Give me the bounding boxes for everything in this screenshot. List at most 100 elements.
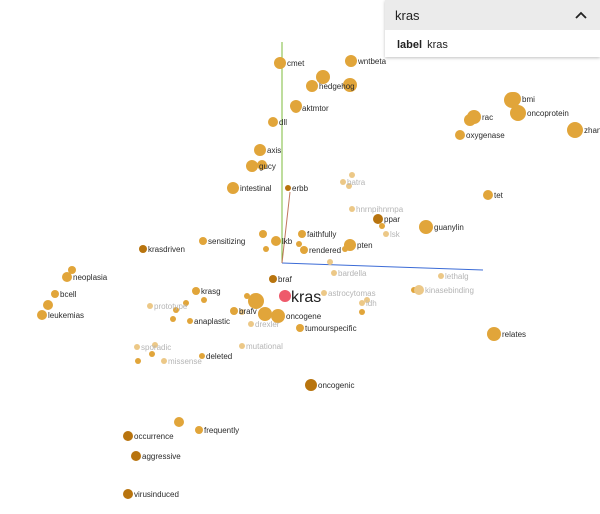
- point-aktmtor[interactable]: [291, 103, 301, 113]
- point-occurrence[interactable]: [123, 431, 133, 441]
- point: [257, 160, 267, 170]
- point: [263, 246, 269, 252]
- point-batra[interactable]: [340, 179, 346, 185]
- point-label-oncogenic: oncogenic: [318, 381, 354, 390]
- point-label-hedgehog: hedgehog: [319, 82, 355, 91]
- point: [248, 293, 264, 309]
- point-oncogene[interactable]: [271, 309, 285, 323]
- point-tet[interactable]: [483, 190, 493, 200]
- point-oxygenase[interactable]: [455, 130, 465, 140]
- point: [316, 70, 330, 84]
- point-label-anaplastic: anaplastic: [194, 317, 230, 326]
- point-prototype[interactable]: [147, 303, 153, 309]
- point-pten[interactable]: [344, 239, 356, 251]
- point: [259, 230, 267, 238]
- point-astrocytomas[interactable]: [321, 290, 327, 296]
- point: [174, 417, 184, 427]
- point-label-faithfully: faithfully: [307, 230, 336, 239]
- point-neoplasia[interactable]: [62, 272, 72, 282]
- point-aggressive[interactable]: [131, 451, 141, 461]
- point-label-idh: idh: [366, 299, 377, 308]
- points-unlabeled-faded[interactable]: [152, 172, 370, 348]
- point-dll[interactable]: [268, 117, 278, 127]
- point-drexler[interactable]: [248, 321, 254, 327]
- point-intestinal[interactable]: [227, 182, 239, 194]
- point-label-mutational: mutational: [246, 342, 283, 351]
- point-wntbeta[interactable]: [345, 55, 357, 67]
- point-bcell[interactable]: [51, 290, 59, 298]
- point-krasdriven[interactable]: [139, 245, 147, 253]
- point: [201, 297, 207, 303]
- point-lkb[interactable]: [271, 236, 281, 246]
- point: [183, 300, 189, 306]
- point-brafv[interactable]: [230, 307, 238, 315]
- point-label-drexler: drexler: [255, 320, 280, 329]
- point-zhang[interactable]: [567, 122, 583, 138]
- selected-point[interactable]: kras: [279, 289, 321, 306]
- point-rac[interactable]: [467, 110, 481, 124]
- point-label-deleted: deleted: [206, 352, 232, 361]
- point-oncoprotein[interactable]: [510, 105, 526, 121]
- point-label-bmi: bmi: [522, 95, 535, 104]
- panel-body: label kras: [385, 30, 600, 60]
- point-lethalg[interactable]: [438, 273, 444, 279]
- point-label-dll: dll: [279, 118, 287, 127]
- point-label-prototype: prototype: [154, 302, 188, 311]
- point-sporadic[interactable]: [134, 344, 140, 350]
- point-gucy[interactable]: [246, 160, 258, 172]
- point-guanylin[interactable]: [419, 220, 433, 234]
- point-label-wntbeta: wntbeta: [357, 57, 387, 66]
- point-tumourspecific[interactable]: [296, 324, 304, 332]
- point: [135, 358, 141, 364]
- point-label-bcell: bcell: [60, 290, 77, 299]
- point-label-krasg: krasg: [201, 287, 221, 296]
- point-label-virusinduced: virusinduced: [134, 490, 179, 499]
- point-rendered[interactable]: [300, 246, 308, 254]
- axes: [281, 42, 484, 271]
- point-label-braf: braf: [278, 275, 293, 284]
- point-virusinduced[interactable]: [123, 489, 133, 499]
- point-oncogenic[interactable]: [305, 379, 317, 391]
- point-frequently[interactable]: [195, 426, 203, 434]
- point-mutational[interactable]: [239, 343, 245, 349]
- point-label-axis: axis: [267, 146, 281, 155]
- point-erbb[interactable]: [285, 185, 291, 191]
- point-missense[interactable]: [161, 358, 167, 364]
- point-braf[interactable]: [269, 275, 277, 283]
- point-cmet[interactable]: [274, 57, 286, 69]
- point: [327, 259, 333, 265]
- collapse-button[interactable]: [572, 6, 590, 24]
- point-sensitizing[interactable]: [199, 237, 207, 245]
- point-label-erbb: erbb: [292, 184, 309, 193]
- point-axis[interactable]: [254, 144, 266, 156]
- point-relates[interactable]: [487, 327, 501, 341]
- point: [152, 342, 158, 348]
- point-hedgehog[interactable]: [306, 80, 318, 92]
- point-anaplastic[interactable]: [187, 318, 193, 324]
- point-lsk[interactable]: [383, 231, 389, 237]
- point-krasg[interactable]: [192, 287, 200, 295]
- points-labeled[interactable]: cmet wntbeta hedgehog aktmtor dll axis gucy int…: [37, 55, 600, 499]
- point-label-tumourspecific: tumourspecific: [305, 324, 357, 333]
- point: [379, 223, 385, 229]
- point-faithfully[interactable]: [298, 230, 306, 238]
- point-idh[interactable]: [359, 300, 365, 306]
- panel-header[interactable]: kras: [385, 0, 600, 30]
- point: [43, 300, 53, 310]
- point-deleted[interactable]: [199, 353, 205, 359]
- point-label-sporadic: sporadic: [141, 343, 171, 352]
- point-label-oncoprotein: oncoprotein: [527, 109, 569, 118]
- point-hnrnpihnrnpa[interactable]: [349, 206, 355, 212]
- field-value: kras: [427, 39, 448, 51]
- point-ppar[interactable]: [373, 214, 383, 224]
- point-label-guanylin: guanylin: [434, 223, 464, 232]
- point-label-oncogene: oncogene: [286, 312, 322, 321]
- point-label-relates: relates: [502, 330, 526, 339]
- point-kinasebinding[interactable]: [414, 285, 424, 295]
- point-bmi[interactable]: [507, 92, 521, 106]
- point-bardella[interactable]: [331, 270, 337, 276]
- point-label-astrocytomas: astrocytomas: [328, 289, 376, 298]
- point-label-oxygenase: oxygenase: [466, 131, 505, 140]
- point-leukemias[interactable]: [37, 310, 47, 320]
